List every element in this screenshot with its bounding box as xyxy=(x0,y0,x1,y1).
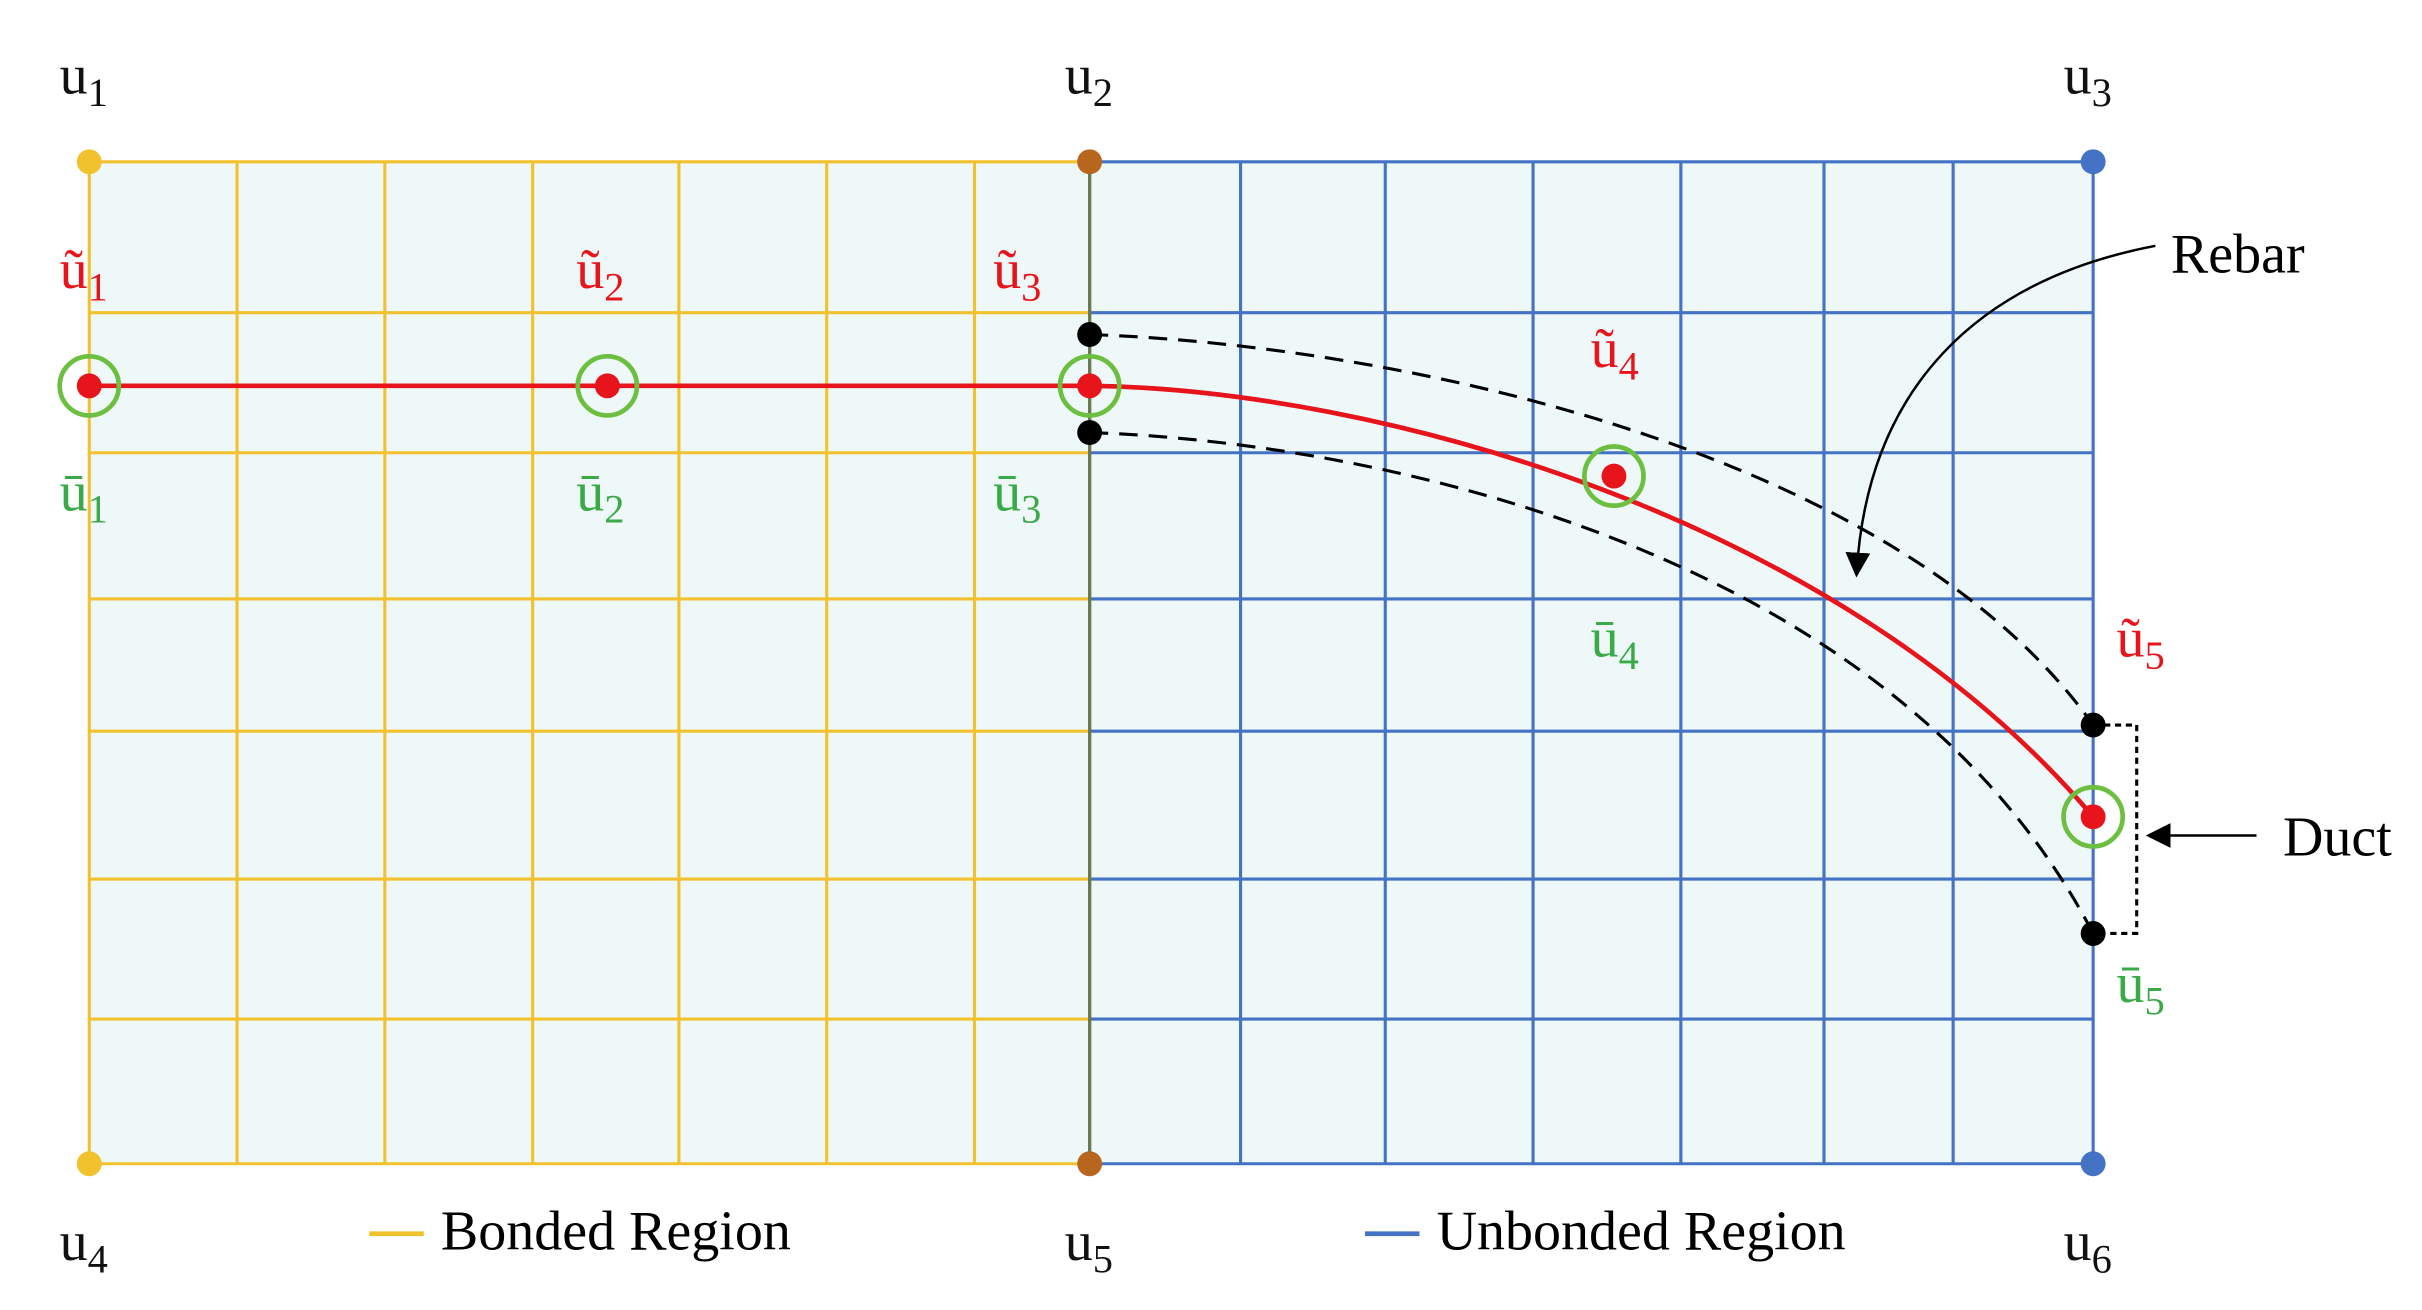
node-label-base: u xyxy=(1065,44,1093,106)
node-label: u6 xyxy=(2064,1211,2112,1281)
rebar-label: Rebar xyxy=(2171,223,2305,285)
node-label: ū4 xyxy=(1591,608,1639,678)
rebar-arrow xyxy=(1845,244,2156,578)
node-label-base: u xyxy=(60,1211,88,1273)
node-label-base: ū xyxy=(576,461,604,523)
coupling-ring xyxy=(575,353,640,418)
node-label-sub: 5 xyxy=(2144,633,2164,678)
corner-node xyxy=(76,149,102,175)
node-label-sub: 1 xyxy=(88,70,108,115)
legend-label-unbonded: Unbonded Region xyxy=(1437,1200,1846,1262)
node-label-sub: 2 xyxy=(604,487,624,532)
node-label-base: u xyxy=(2064,44,2092,106)
node-label-base: ũ xyxy=(576,239,604,301)
legend-label-bonded: Bonded Region xyxy=(441,1200,791,1262)
node-label-base: u xyxy=(60,44,88,106)
node-label-sub: 2 xyxy=(1093,70,1113,115)
corner-node xyxy=(76,1151,102,1177)
node-label: u1 xyxy=(60,44,108,114)
duct-node xyxy=(1077,322,1103,347)
node-label-base: u xyxy=(2064,1211,2092,1273)
duct-node xyxy=(2080,712,2106,738)
node-label: ū2 xyxy=(576,461,624,531)
node-label-sub: 6 xyxy=(2092,1237,2112,1282)
node-label-base: ũ xyxy=(60,239,88,301)
node-label-base: ū xyxy=(993,461,1021,523)
node-label-sub: 3 xyxy=(1021,487,1041,532)
node-label-sub: 4 xyxy=(1619,344,1639,389)
node-label-base: ū xyxy=(1591,608,1619,670)
node-label: ũ5 xyxy=(2116,608,2164,678)
node-label: ũ4 xyxy=(1591,318,1639,388)
coupling-ring xyxy=(2061,784,2126,849)
node-label-base: ũ xyxy=(2116,608,2144,670)
mesh xyxy=(87,160,2095,1166)
bonded-region xyxy=(89,161,1090,1164)
rebar-node xyxy=(1601,463,1627,489)
node-label: u4 xyxy=(60,1211,108,1281)
rebar-node xyxy=(594,373,620,399)
node-label-base: ũ xyxy=(993,239,1021,301)
node-label: ũ3 xyxy=(993,239,1041,309)
coupling-ring xyxy=(1582,444,1646,508)
node-label-base: ū xyxy=(60,461,88,523)
node-label-sub: 4 xyxy=(88,1237,108,1282)
node-label: ū1 xyxy=(60,461,108,531)
node-label: u3 xyxy=(2064,44,2112,114)
nodes xyxy=(57,149,2126,1177)
duct-lower xyxy=(1089,430,2095,935)
node-label-base: u xyxy=(1065,1211,1093,1273)
duct-label: Duct xyxy=(2283,807,2392,869)
node-label: u5 xyxy=(1065,1211,1113,1281)
corner-node xyxy=(1077,149,1103,175)
corner-node xyxy=(2080,149,2106,175)
node-label-sub: 1 xyxy=(88,264,108,309)
corner-node xyxy=(2080,1151,2106,1177)
node-label-base: ū xyxy=(2116,953,2144,1015)
node-label-sub: 4 xyxy=(1619,633,1639,678)
node-label-sub: 2 xyxy=(604,264,624,309)
node-label-base: ũ xyxy=(1591,318,1619,380)
rebar-node xyxy=(2080,804,2106,830)
corner-node xyxy=(1077,1151,1103,1177)
node-label-sub: 3 xyxy=(1021,264,1041,309)
coupling-ring xyxy=(1057,353,1122,418)
node-label-sub: 5 xyxy=(1093,1237,1113,1282)
node-label-sub: 1 xyxy=(88,487,108,532)
duct-upper xyxy=(1089,332,2095,726)
node-label-sub: 3 xyxy=(2092,70,2112,115)
node-label-sub: 5 xyxy=(2144,978,2164,1023)
node-label: u2 xyxy=(1065,44,1113,114)
rebar-node xyxy=(76,373,102,399)
duct-node xyxy=(2080,921,2106,946)
node-label: ũ1 xyxy=(60,239,108,309)
node-label: ū5 xyxy=(2116,953,2164,1023)
duct-node xyxy=(1077,420,1103,445)
rebar-node xyxy=(1077,373,1103,399)
coupling-ring xyxy=(57,353,122,418)
node-label: ū3 xyxy=(993,461,1041,531)
duct-bracket xyxy=(2093,723,2139,936)
node-label: ũ2 xyxy=(576,239,624,309)
